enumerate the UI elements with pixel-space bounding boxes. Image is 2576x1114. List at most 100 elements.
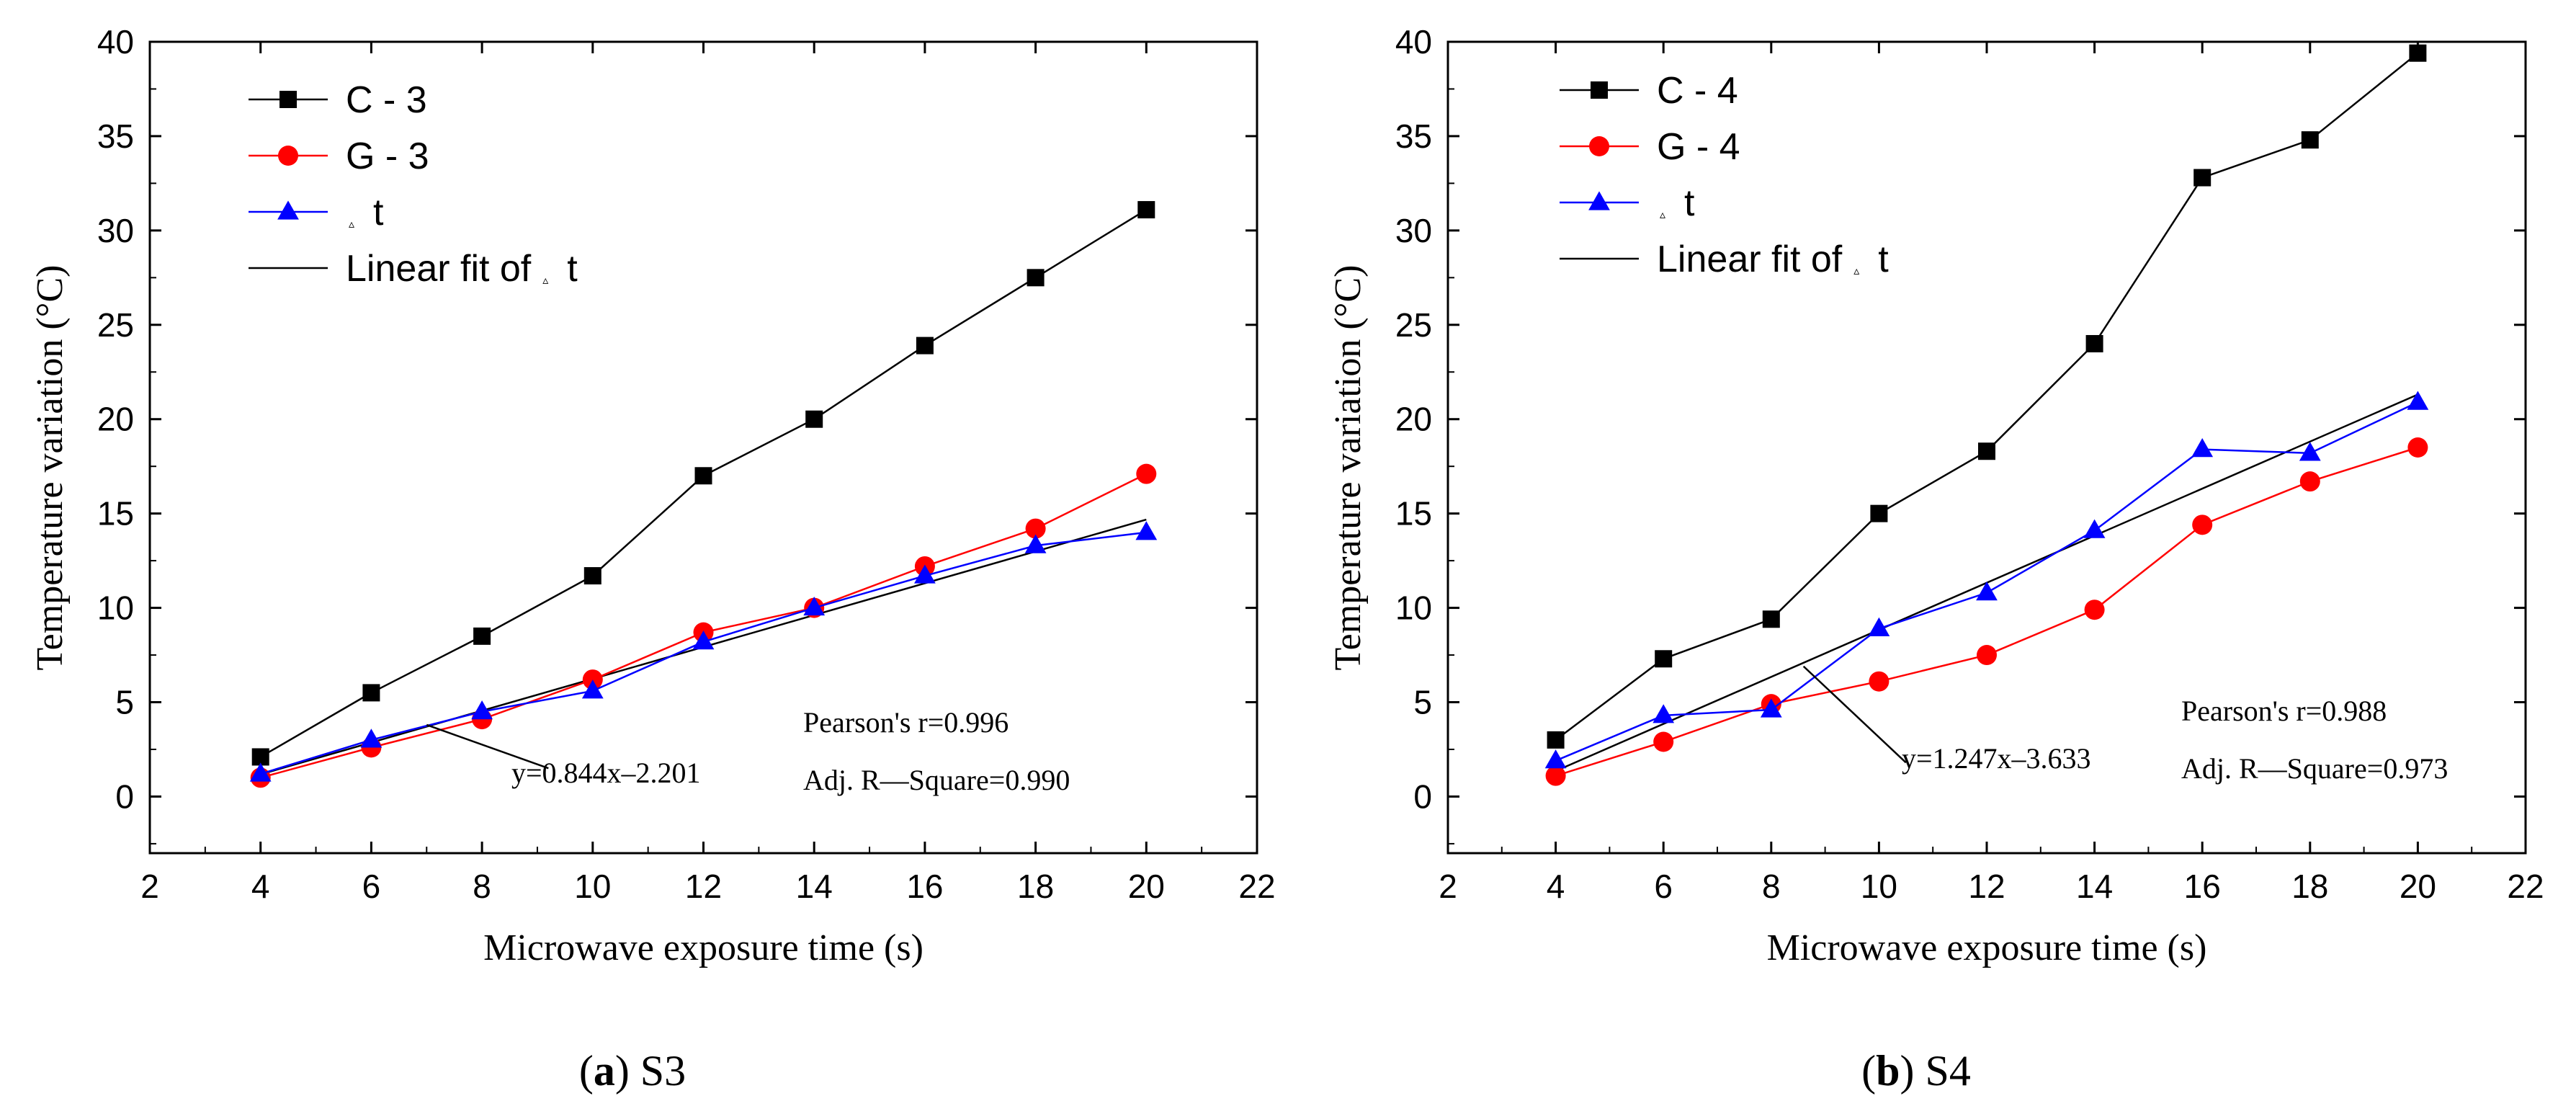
panel-b-delta-t-series-point <box>1653 704 1675 723</box>
panel-a-legend-fit-label-t: t <box>567 248 578 290</box>
panel-a-legend-g-series-label: G - 3 <box>346 135 429 177</box>
panel-a-caption: (a) S3 <box>579 1047 686 1095</box>
panel-b-c-series-point <box>1762 610 1780 628</box>
panel-b-delta-t-series-point <box>1760 698 1782 718</box>
panel-b-legend-delta-t-series-label: t <box>1684 182 1695 224</box>
panel-a-y-tick-label: 5 <box>115 684 134 721</box>
panel-b-x-tick-label: 16 <box>2184 868 2221 905</box>
panel-a-x-tick-label: 2 <box>140 868 159 905</box>
panel-a-legend-delta-t-series-marker <box>277 200 299 220</box>
panel-b-adj-r-square: Adj. R—Square=0.973 <box>2181 752 2448 785</box>
panel-b-c-series-point <box>1547 731 1565 749</box>
panel-b-x-axis-title: Microwave exposure time (s) <box>1767 927 2207 968</box>
panel-a-x-tick-label: 8 <box>473 868 491 905</box>
panel-a-chart: 2 4 6 8 10 12 14 16 18 20 22 0 5 10 15 20 25 30 35 40 Microw… <box>30 23 1276 1095</box>
panel-b-legend-g-series-marker <box>1589 136 1609 156</box>
panel-b-delta-t-series-point <box>1976 581 1998 601</box>
panel-b-c-series-point <box>2193 169 2211 187</box>
panel-b-x-tick-label: 8 <box>1762 868 1781 905</box>
panel-b-y-tick-label: 20 <box>1395 401 1432 438</box>
panel-a-delta-t-series-point <box>1135 521 1158 540</box>
panel-a-y-tick-label: 40 <box>97 23 134 61</box>
panel-a-y-tick-label: 25 <box>97 306 134 344</box>
panel-a-legend-g-series-marker <box>278 146 298 166</box>
panel-a-y-tick-label: 15 <box>97 495 134 533</box>
panel-a-x-tick-label: 10 <box>574 868 611 905</box>
panel-b-legend-delta-t-series-marker <box>1588 191 1610 210</box>
panel-b-y-tick-label: 0 <box>1413 777 1432 815</box>
panel-b-x-tick-label: 2 <box>1439 868 1457 905</box>
panel-a-g-series-point <box>1136 463 1157 484</box>
panel-b-y-tick-label: 15 <box>1395 495 1432 533</box>
panel-a-delta-t-series-point <box>581 679 604 699</box>
panel-b-y-tick-label: 25 <box>1395 306 1432 344</box>
panel-b-c-series-point <box>1870 504 1888 522</box>
panel-b-g-series-point <box>1869 671 1889 692</box>
panel-a-x-axis-title: Microwave exposure time (s) <box>483 927 923 968</box>
panel-a-legend-fit-label: Linear fit of <box>346 248 532 290</box>
panel-b-c-series-point <box>2301 131 2319 149</box>
panel-a-c-series-point <box>694 467 712 485</box>
panel-a-legend-delta-glyph: ▵ <box>349 218 354 231</box>
panel-b-x-tick-label: 20 <box>2400 868 2436 905</box>
panel-a-c-series-point <box>1027 269 1045 287</box>
panel-a-x-tick-label: 20 <box>1128 868 1165 905</box>
panel-b-legend-fit-label: Linear fit of <box>1657 239 1843 280</box>
panel-b-g-series-point <box>2407 437 2428 458</box>
panel-a-x-tick-label: 12 <box>685 868 722 905</box>
panel-b-fit-equation: y=1.247x–3.633 <box>1902 742 2091 775</box>
panel-a-delta-t-series-point <box>471 700 493 720</box>
panel-b-delta-t-series-point <box>2191 437 2214 458</box>
panel-a-x-tick-label: 22 <box>1238 868 1275 905</box>
panel-b-c-series-point <box>1978 442 1995 460</box>
panel-a-g-series-point <box>582 669 603 690</box>
panel-b-delta-t-series-point <box>1868 617 1890 636</box>
panel-a-c-series-point <box>805 410 823 428</box>
panel-a-plot-frame <box>148 40 1258 855</box>
panel-b-x-tick-label: 6 <box>1654 868 1673 905</box>
panel-a-equation-leader-line <box>426 723 549 770</box>
panel-a-y-tick-label: 0 <box>115 777 134 815</box>
panel-b-x-tick-label: 18 <box>2291 868 2328 905</box>
panel-b-legend-g-series-label: G - 4 <box>1657 126 1740 168</box>
panel-a-y-tick-label: 10 <box>97 589 134 627</box>
panel-a-x-tick-label: 18 <box>1017 868 1054 905</box>
panel-b-delta-t-series-point <box>2407 391 2429 410</box>
panel-a-x-tick-label: 4 <box>251 868 270 905</box>
panel-a-adj-r-square: Adj. R—Square=0.990 <box>803 764 1070 796</box>
panel-b-g-series-point <box>2299 471 2320 492</box>
panel-a-c-series-point <box>1137 201 1155 219</box>
panel-b-delta-t-series-point <box>2299 442 2321 461</box>
panel-b-x-tick-label: 22 <box>2507 868 2544 905</box>
panel-b-y-tick-label: 30 <box>1395 212 1432 249</box>
panel-a-legend-c-series-marker <box>279 91 297 108</box>
panel-a-delta-t-series-point <box>803 596 826 616</box>
panel-b-legend-c-series-label: C - 4 <box>1657 70 1738 112</box>
panel-b-g-series-point <box>2084 600 2105 620</box>
panel-a-delta-t-series-point <box>249 762 272 782</box>
panel-a-y-tick-label: 30 <box>97 212 134 249</box>
panel-b-g-series-point <box>1545 765 1566 786</box>
panel-a-y-axis-title: Temperature variation (°C) <box>30 265 71 671</box>
panel-b-y-tick-label: 40 <box>1395 23 1432 61</box>
panel-a-fit-equation: y=0.844x–2.201 <box>511 757 701 789</box>
panel-b-y-tick-label: 5 <box>1413 684 1432 721</box>
panel-b-equation-leader-line <box>1802 665 1907 764</box>
panel-b-x-tick-label: 4 <box>1547 868 1565 905</box>
panel-b-x-tick-label: 12 <box>1968 868 2005 905</box>
panel-a-delta-t-series-point <box>1024 534 1047 553</box>
panel-a-y-tick-label: 20 <box>97 401 134 438</box>
panel-b-delta-t-series-point <box>2083 519 2106 538</box>
panel-a-delta-t-series-point <box>914 564 936 584</box>
panel-b-caption: (b) S4 <box>1861 1047 1971 1095</box>
panel-b-c-series-point <box>1655 650 1673 668</box>
panel-b-legend-delta-glyph: ▵ <box>1660 209 1665 221</box>
panel-a-c-series-point <box>362 684 380 702</box>
panel-a-legend-c-series-label: C - 3 <box>346 79 427 121</box>
panel-b-g-series-point <box>1653 731 1674 752</box>
panel-a-x-tick-label: 14 <box>796 868 833 905</box>
panel-a-c-series-point <box>583 567 601 585</box>
panel-b-delta-t-series-point <box>1544 749 1567 769</box>
panel-b-c-series-point <box>2085 334 2103 352</box>
